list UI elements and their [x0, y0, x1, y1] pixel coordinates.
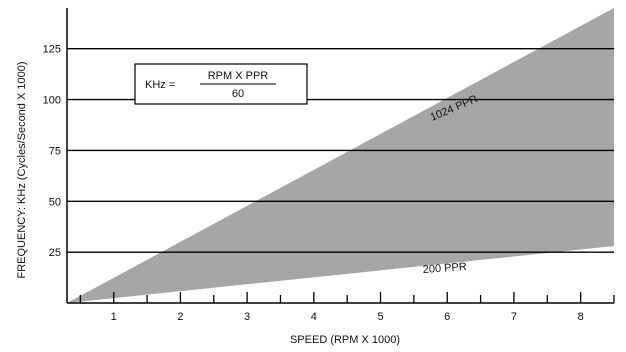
- formula-box: KHz = RPM X PPR 60: [134, 63, 308, 105]
- y-tick-label-100: 100: [43, 95, 61, 107]
- y-ticks: 25 50 75 100 125: [43, 44, 61, 259]
- x-tick-label-4: 4: [311, 311, 317, 323]
- y-axis-label: FREQUENCY: KHz (Cycles/Second X 1000): [16, 61, 28, 278]
- x-tick-label-8: 8: [578, 311, 584, 323]
- formula-lhs: KHz =: [145, 79, 175, 91]
- y-tick-label-50: 50: [49, 196, 61, 208]
- x-tick-label-7: 7: [511, 311, 517, 323]
- x-tick-label-5: 5: [377, 311, 383, 323]
- y-tick-label-125: 125: [43, 44, 61, 56]
- x-tick-label-6: 6: [444, 311, 450, 323]
- formula-denominator: 60: [232, 88, 244, 100]
- series-label-200-ppr: 200 PPR: [422, 261, 467, 276]
- x-axis-label: SPEED (RPM X 1000): [290, 334, 400, 346]
- x-ticks: 1 2 3 4 5 6 7 8: [79, 292, 615, 323]
- x-tick-label-3: 3: [244, 311, 250, 323]
- y-tick-label-75: 75: [49, 145, 61, 157]
- y-tick-label-25: 25: [49, 247, 61, 259]
- x-tick-label-2: 2: [177, 311, 183, 323]
- ppr-range-band: [67, 8, 614, 303]
- formula-numerator: RPM X PPR: [208, 70, 269, 82]
- x-tick-label-1: 1: [111, 311, 117, 323]
